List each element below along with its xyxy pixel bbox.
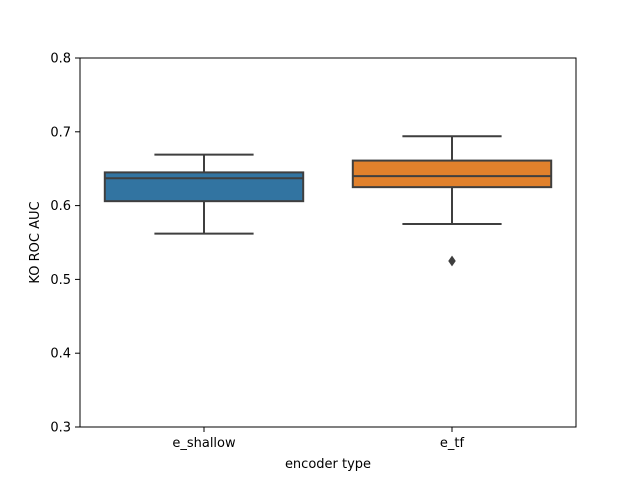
y-axis-label: KO ROC AUC <box>28 201 43 283</box>
y-tick-label: 0.5 <box>50 273 71 288</box>
outlier-point <box>448 255 456 267</box>
x-tick-label: e_tf <box>440 436 465 451</box>
plot-frame <box>79 57 577 428</box>
y-tick-label: 0.6 <box>50 199 71 214</box>
y-axis: 0.3 0.4 0.5 0.6 0.7 0.8 <box>50 52 80 436</box>
y-tick-label: 0.8 <box>50 52 71 67</box>
box-group-e_tf <box>351 135 553 267</box>
y-tick-label: 0.7 <box>50 125 71 140</box>
y-tick-label: 0.4 <box>50 347 71 362</box>
box-e_tf <box>351 159 553 189</box>
x-axis-label: encoder type <box>285 457 371 472</box>
plot-layer <box>103 135 553 267</box>
y-tick-label: 0.3 <box>50 421 71 436</box>
box-e_shallow <box>103 171 305 203</box>
x-axis: e_shallow e_tf <box>172 427 465 451</box>
x-tick-label: e_shallow <box>172 436 236 451</box>
box-group-e_shallow <box>103 153 305 235</box>
